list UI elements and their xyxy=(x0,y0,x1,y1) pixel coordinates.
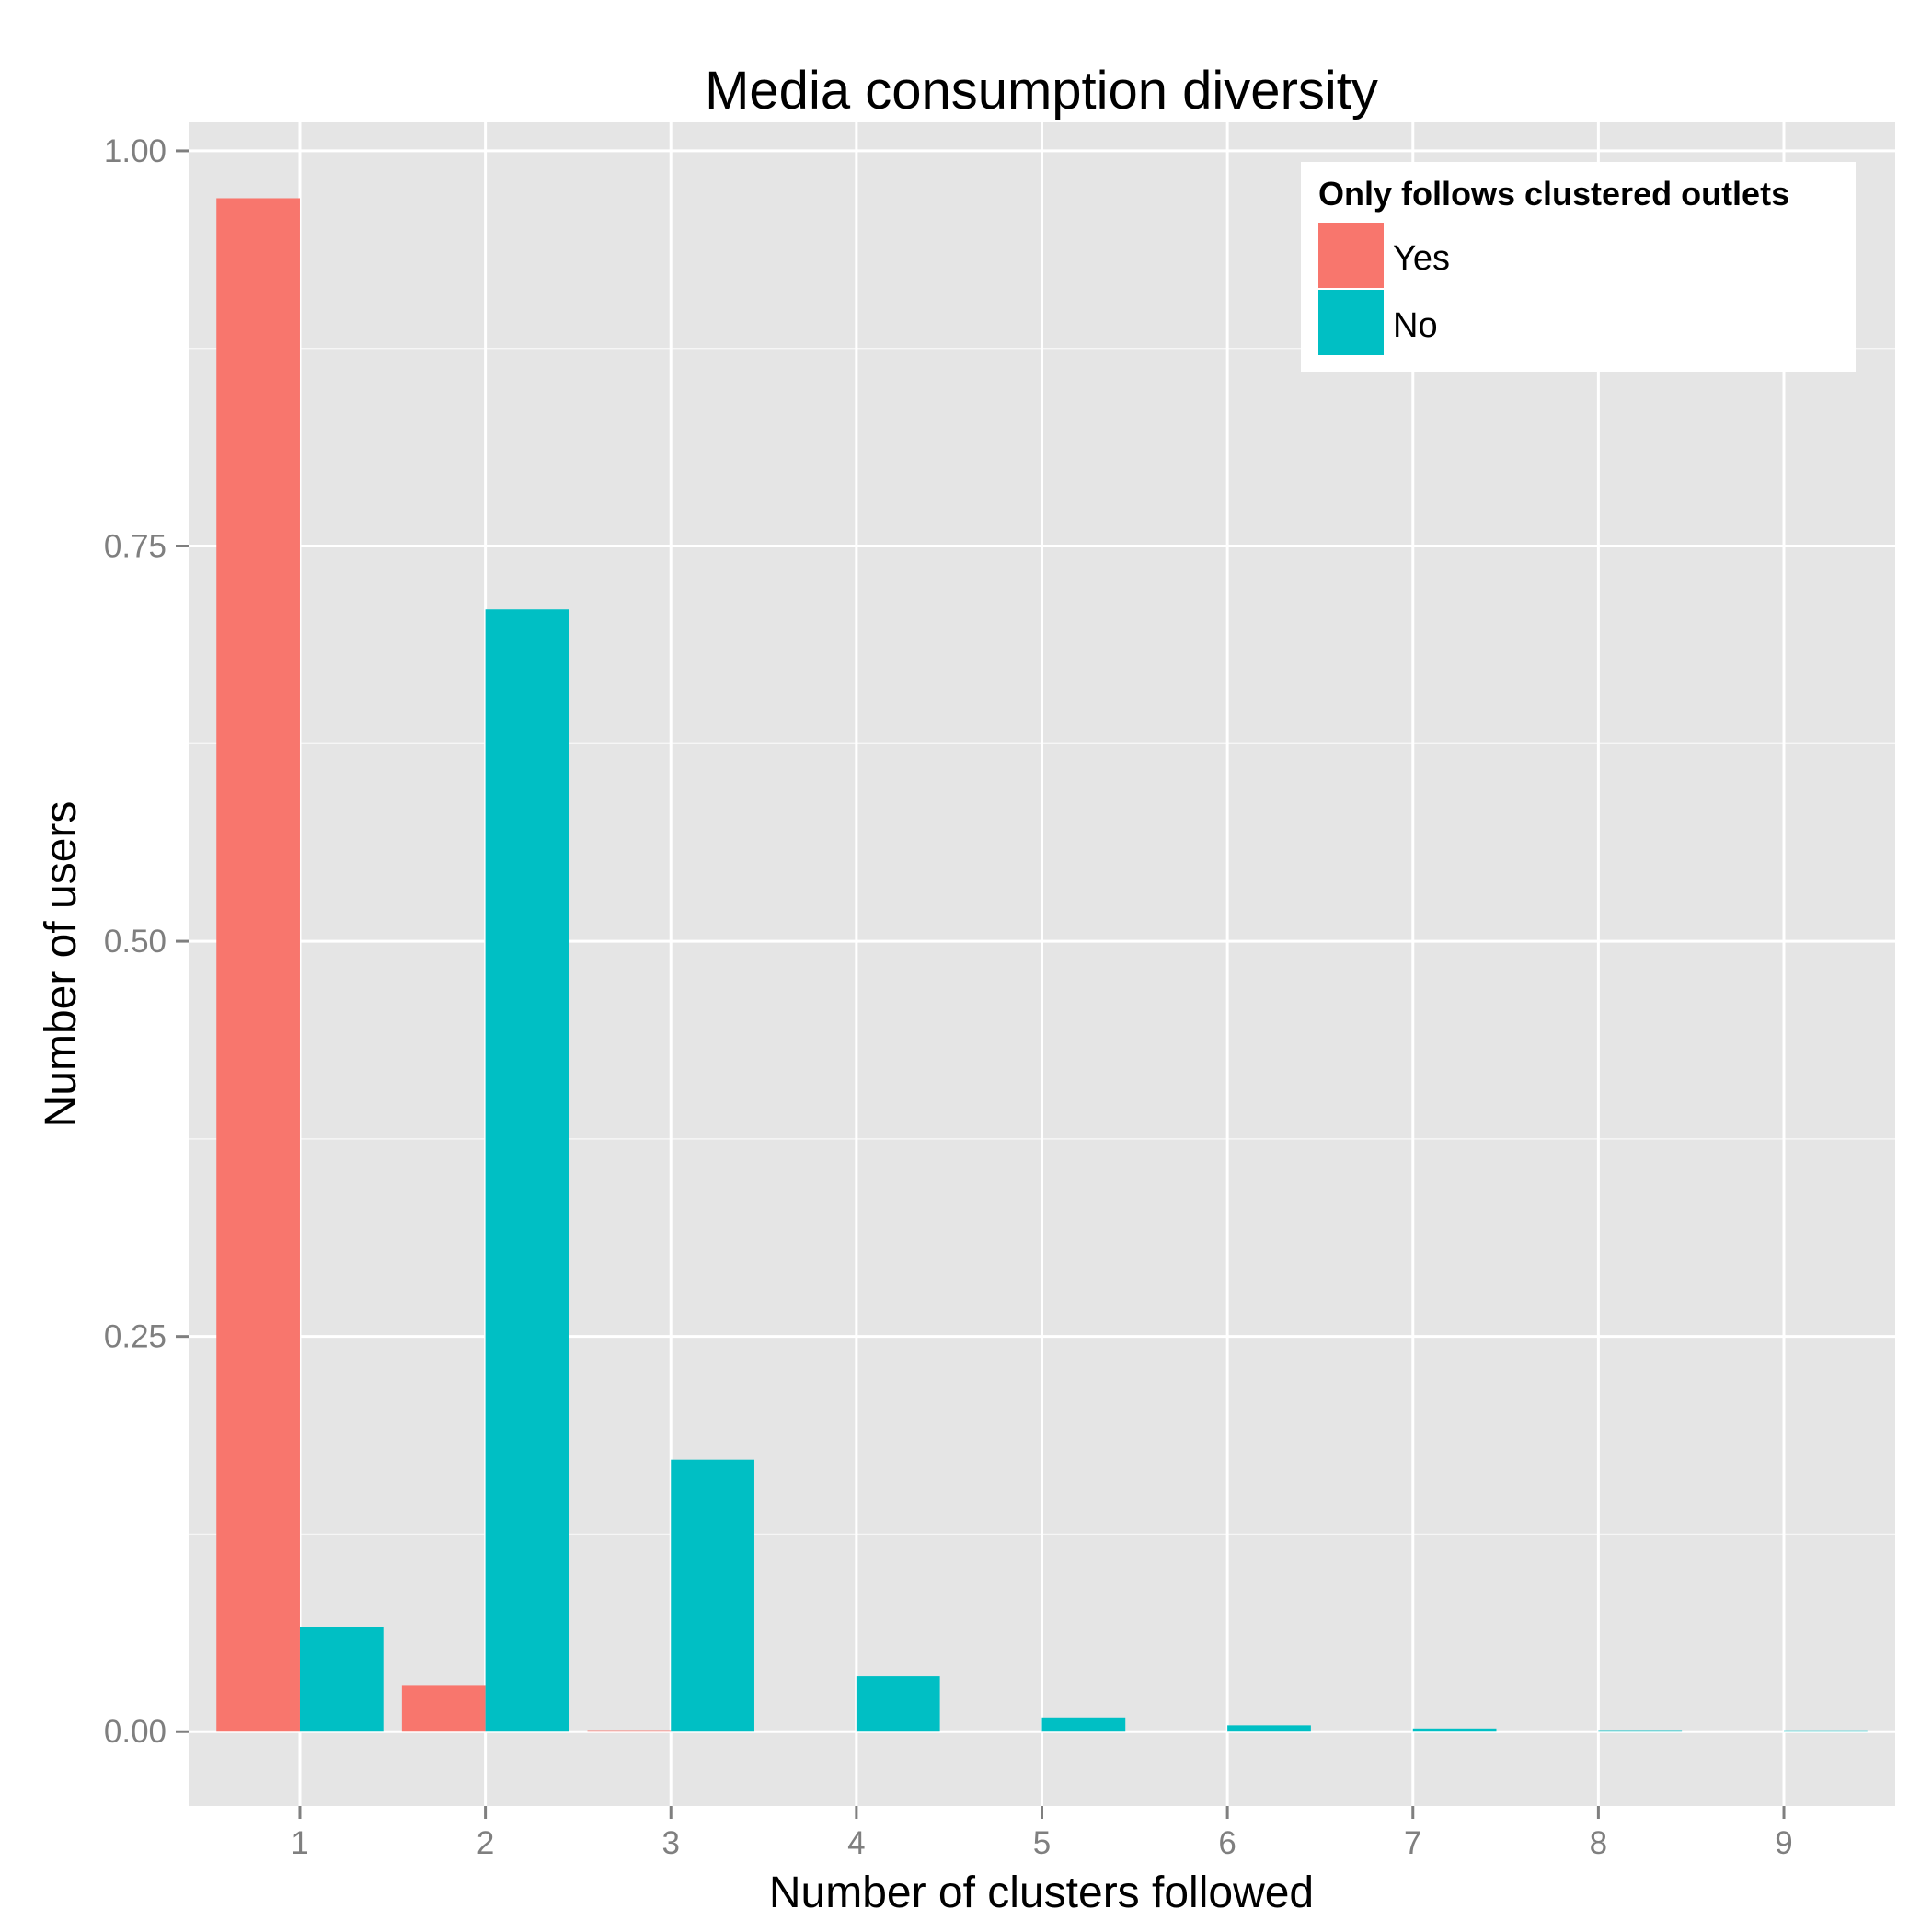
x-tick-label: 6 xyxy=(1218,1825,1236,1861)
y-tick-label: 0.00 xyxy=(104,1714,167,1750)
y-axis-title: Number of users xyxy=(37,801,86,1128)
bar-no-2 xyxy=(485,609,569,1732)
bar-yes-2 xyxy=(401,1685,486,1732)
bars xyxy=(216,198,1868,1732)
bar-no-7 xyxy=(1412,1728,1497,1732)
y-tick-label: 0.75 xyxy=(104,529,167,565)
bar-no-8 xyxy=(1598,1730,1683,1732)
bar-no-4 xyxy=(856,1676,940,1732)
x-tick-label: 3 xyxy=(662,1825,680,1861)
x-tick-label: 8 xyxy=(1590,1825,1607,1861)
x-tick-label: 4 xyxy=(847,1825,865,1861)
bar-no-5 xyxy=(1041,1717,1126,1732)
chart-title: Media consumption diversity xyxy=(705,61,1378,121)
bar-no-9 xyxy=(1784,1730,1868,1732)
legend-swatch-no xyxy=(1318,290,1384,355)
x-tick-label: 9 xyxy=(1775,1825,1792,1861)
y-tick-label: 1.00 xyxy=(104,133,167,169)
legend-title: Only follows clustered outlets xyxy=(1318,175,1789,213)
legend-label-yes: Yes xyxy=(1393,239,1450,278)
legend-swatch-yes xyxy=(1318,223,1384,288)
x-tick-label: 5 xyxy=(1033,1825,1051,1861)
bar-no-3 xyxy=(671,1459,754,1732)
bar-yes-3 xyxy=(587,1730,672,1732)
axes: 0.00 0.25 0.50 0.75 1.00 1 2 3 4 5 6 7 8 9 xyxy=(104,133,1793,1861)
x-tick-label: 7 xyxy=(1404,1825,1421,1861)
bar-no-1 xyxy=(299,1627,384,1732)
y-tick-label: 0.50 xyxy=(104,924,167,960)
bar-no-6 xyxy=(1227,1725,1311,1732)
bar-yes-1 xyxy=(216,198,300,1732)
legend-label-no: No xyxy=(1393,306,1438,345)
y-tick-label: 0.25 xyxy=(104,1319,167,1355)
legend: Only follows clustered outlets Yes No xyxy=(1301,162,1856,372)
x-tick-label: 1 xyxy=(291,1825,308,1861)
x-tick-label: 2 xyxy=(477,1825,494,1861)
x-axis-title: Number of clusters followed xyxy=(769,1869,1314,1917)
legend-box xyxy=(1301,162,1856,372)
